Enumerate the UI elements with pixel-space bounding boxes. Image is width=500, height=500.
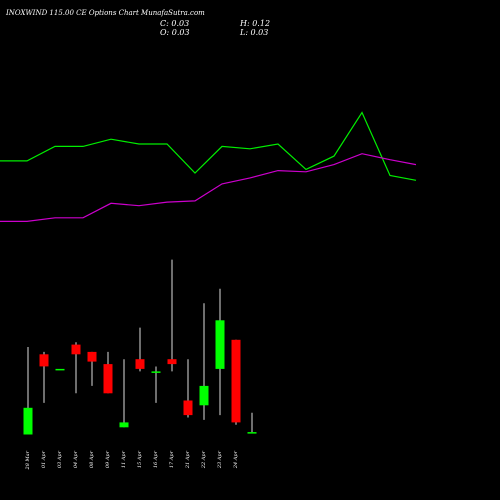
candle-body [103, 364, 113, 394]
candle [87, 351, 97, 386]
chart-title: INOXWIND 115.00 CE Options Chart MunafaS… [6, 9, 205, 17]
candle [23, 347, 33, 435]
high-value: H: 0.12 [240, 19, 271, 28]
open-value: O: 0.03 [160, 28, 190, 37]
x-tick-label: 03 Apr [57, 450, 63, 468]
candle-body [247, 432, 257, 434]
candle [119, 359, 129, 428]
x-axis: 28 Mar 01 Apr 03 Apr 04 Apr 08 Apr 09 Apr 11 A… [25, 450, 239, 470]
x-tick-label: 24 Apr [233, 450, 239, 469]
candle-body [71, 344, 81, 355]
candle [231, 339, 241, 425]
candle [39, 351, 49, 403]
candle-body [215, 320, 225, 369]
candle-body [183, 400, 193, 416]
x-tick-label: 16 Apr [153, 450, 159, 468]
lower-indicator-line [0, 153, 417, 222]
indicator-lines [0, 111, 417, 222]
x-tick-label: 11 Apr [121, 450, 127, 468]
candle [135, 327, 145, 372]
x-tick-label: 28 Mar [25, 450, 31, 470]
candle [183, 359, 193, 418]
candle [215, 288, 225, 416]
x-tick-label: 22 Apr [201, 450, 207, 469]
x-tick-label: 01 Apr [41, 450, 47, 468]
x-tick-label: 23 Apr [217, 450, 223, 469]
candle-body [119, 422, 129, 428]
x-tick-label: 08 Apr [89, 450, 95, 468]
close-value: C: 0.03 [160, 19, 190, 28]
candle-body [23, 407, 33, 435]
candle [167, 259, 177, 372]
candle-body [55, 368, 65, 371]
candle [247, 412, 257, 434]
candle [103, 351, 113, 394]
x-tick-label: 15 Apr [137, 450, 143, 468]
x-tick-label: 04 Apr [73, 450, 79, 468]
candle-body [135, 359, 145, 369]
candle-body [199, 385, 209, 406]
candlesticks [23, 259, 257, 435]
upper-indicator-line [0, 111, 417, 181]
candle-body [151, 371, 161, 373]
x-tick-label: 09 Apr [105, 450, 111, 468]
candle [55, 368, 65, 371]
low-value: L: 0.03 [240, 28, 269, 37]
candle [199, 303, 209, 420]
candle-body [167, 359, 177, 365]
candle [151, 366, 161, 403]
candle-body [231, 339, 241, 423]
candle [71, 342, 81, 394]
candle-body [87, 351, 97, 362]
candle-body [39, 354, 49, 367]
x-tick-label: 17 Apr [169, 450, 175, 468]
x-tick-label: 21 Apr [185, 450, 191, 469]
